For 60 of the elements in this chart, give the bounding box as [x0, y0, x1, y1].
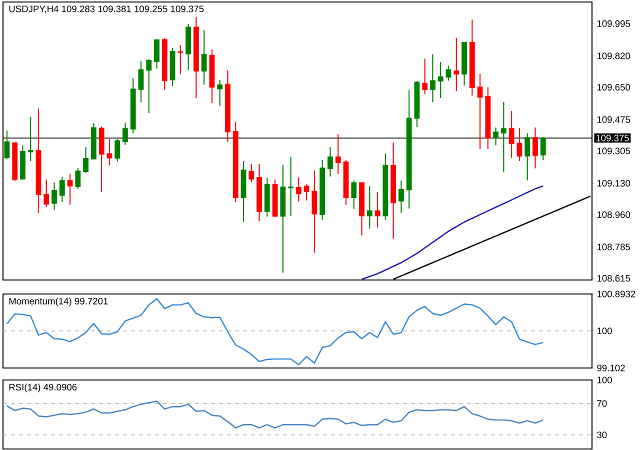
candlestick — [248, 163, 254, 183]
candlestick — [83, 146, 88, 174]
candlestick — [67, 173, 73, 206]
candlestick — [75, 167, 81, 190]
ref-line-label: 109.375 — [596, 134, 629, 142]
candlestick — [312, 170, 318, 254]
y-tick-label: 109.650 — [597, 84, 630, 91]
candlestick — [540, 136, 546, 161]
candlestick — [438, 61, 444, 99]
candlestick — [154, 39, 160, 70]
candlestick — [508, 110, 514, 158]
candlestick — [52, 182, 57, 210]
y-tick-label: 108.785 — [597, 244, 630, 250]
candlestick — [430, 54, 436, 103]
candlestick — [446, 65, 452, 82]
candlestick — [178, 44, 184, 75]
y-tick-label: 99.102 — [597, 364, 625, 372]
candlestick — [146, 58, 152, 114]
candlestick — [288, 156, 294, 216]
y-tick-label: 100 — [597, 328, 612, 334]
candlestick — [328, 146, 333, 177]
candlestick — [122, 122, 128, 146]
candlestick — [351, 180, 357, 210]
y-tick-label: 109.475 — [597, 116, 630, 123]
candlestick — [524, 132, 530, 181]
candlestick — [454, 37, 460, 92]
chart-title: Momentum(14) 99.7201 — [9, 298, 108, 306]
y-tick-label: 109.820 — [597, 52, 630, 60]
candlestick — [477, 73, 483, 150]
candlestick — [366, 186, 372, 230]
y-tick-label: 109.305 — [597, 148, 630, 154]
candlestick — [28, 116, 34, 162]
candlestick — [493, 126, 499, 146]
candlestick — [138, 60, 144, 103]
y-tick-label: 109.130 — [597, 180, 630, 187]
candlestick — [422, 58, 428, 95]
candlestick — [500, 102, 506, 173]
candlestick — [106, 138, 112, 166]
y-tick-label: 70 — [597, 400, 607, 407]
candlestick — [532, 126, 538, 169]
candlestick — [4, 130, 10, 160]
candlestick — [44, 179, 50, 208]
candlestick — [201, 30, 207, 86]
chart-title: RSI(14) 49.0906 — [9, 384, 77, 392]
y-tick-label: 100 — [597, 376, 612, 384]
candlestick — [516, 128, 522, 162]
y-tick-label: 100.8932 — [597, 290, 636, 298]
y-tick-label: 109.995 — [597, 20, 630, 27]
y-tick-label: 108.960 — [597, 211, 630, 218]
y-tick-label: 30 — [597, 432, 607, 438]
candlestick — [59, 176, 65, 203]
candlestick — [296, 176, 302, 202]
candlestick — [114, 138, 120, 162]
candlestick — [335, 134, 341, 175]
candlestick — [304, 184, 310, 201]
y-tick-label: 108.615 — [597, 275, 630, 282]
chart-title: USDJPY,H4 109.283 109.381 109.255 109.375 — [9, 6, 204, 14]
candlestick — [398, 180, 404, 214]
candlestick — [374, 192, 380, 228]
candlestick — [217, 79, 223, 107]
